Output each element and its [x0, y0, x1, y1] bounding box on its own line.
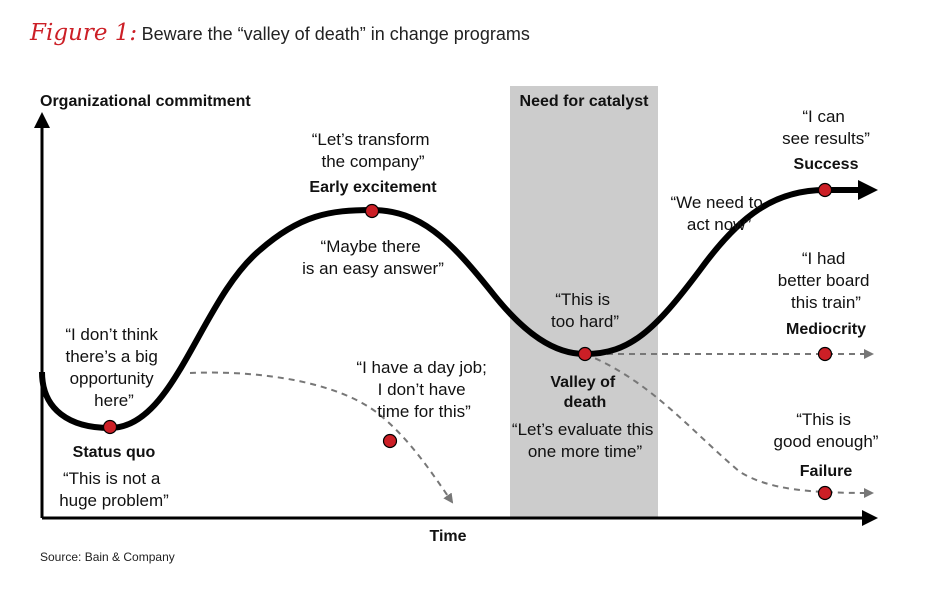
early-excitement-quote-above: “Let’s transform the company” [312, 130, 435, 171]
label-line: death [564, 394, 607, 411]
quote-line: “Let’s transform [312, 130, 430, 149]
x-axis-label: Time [429, 528, 466, 545]
failure-marker [817, 485, 833, 501]
quote-line: “Maybe there [321, 237, 421, 256]
quote-line: “Let’s evaluate this [512, 420, 653, 439]
quote-line: the company” [322, 152, 425, 171]
quote-line: this train” [791, 293, 861, 312]
act-now-quote: “We need to act now” [670, 193, 767, 234]
commitment-curve [39, 187, 858, 431]
y-axis-label: Organizational commitment [40, 93, 251, 110]
quote-line: one more time” [528, 442, 643, 461]
quote-line: see results” [782, 129, 870, 148]
quote-line: opportunity [70, 369, 155, 388]
label-line: Valley of [550, 374, 616, 391]
quote-line: better board [778, 271, 870, 290]
success-quote: “I can see results” [782, 107, 870, 148]
mediocrity-label: Mediocrity [786, 321, 866, 338]
quote-line: “This is not a [63, 469, 161, 488]
day-job-quote: “I have a day job; I don’t have time for… [356, 358, 491, 421]
valley-of-death-marker [577, 346, 593, 362]
failure-dashed-path [584, 353, 874, 498]
quote-line: “I don’t think [65, 325, 158, 344]
quote-line: time for this” [377, 402, 471, 421]
quote-line: here” [94, 391, 134, 410]
quote-line: there’s a big [65, 347, 157, 366]
quote-line: “This is [796, 410, 851, 429]
quote-line: is an easy answer” [302, 259, 444, 278]
early-excitement-marker [364, 203, 380, 219]
mediocrity-marker [817, 346, 833, 362]
status-quo-label: Status quo [73, 444, 156, 461]
quote-line: “We need to [670, 193, 762, 212]
success-arrowhead [858, 180, 878, 200]
early-excitement-quote-below: “Maybe there is an easy answer” [302, 237, 444, 278]
status-quo-marker [102, 419, 118, 435]
valley-quote-above: “This is too hard” [551, 290, 619, 331]
quote-line: “I have a day job; [356, 358, 486, 377]
figure-label: Figure 1: [30, 20, 138, 46]
day-job-marker [382, 433, 398, 449]
quote-line: I don’t have [378, 380, 466, 399]
catalyst-zone-label: Need for catalyst [520, 93, 650, 110]
success-marker [817, 182, 833, 198]
quote-line: “This is [555, 290, 610, 309]
valley-quote-below: “Let’s evaluate this one more time” [512, 420, 658, 461]
quote-line: huge problem” [59, 491, 169, 510]
quote-line: good enough” [774, 432, 879, 451]
quote-line: “I had [802, 249, 845, 268]
quote-line: “I can [802, 107, 845, 126]
status-quo-quote-above: “I don’t think there’s a big opportunity… [65, 325, 162, 410]
x-axis-arrowhead [862, 510, 878, 526]
figure-header: Figure 1: Beware the “valley of death” i… [30, 20, 530, 46]
mediocrity-quote: “I had better board this train” [778, 249, 874, 312]
valley-of-death-label: Valley of death [550, 374, 619, 411]
quote-line: act now” [687, 215, 752, 234]
source-note: Source: Bain & Company [40, 550, 175, 564]
day-job-dashed-path [189, 371, 454, 504]
status-quo-quote-below: “This is not a huge problem” [59, 469, 169, 510]
figure-title: Beware the “valley of death” in change p… [141, 24, 530, 44]
failure-quote: “This is good enough” [774, 410, 879, 451]
success-label: Success [794, 156, 859, 173]
failure-label: Failure [800, 463, 853, 480]
early-excitement-label: Early excitement [309, 179, 437, 196]
catalyst-zone [510, 86, 658, 518]
quote-line: too hard” [551, 312, 619, 331]
y-axis-arrowhead [34, 112, 50, 128]
